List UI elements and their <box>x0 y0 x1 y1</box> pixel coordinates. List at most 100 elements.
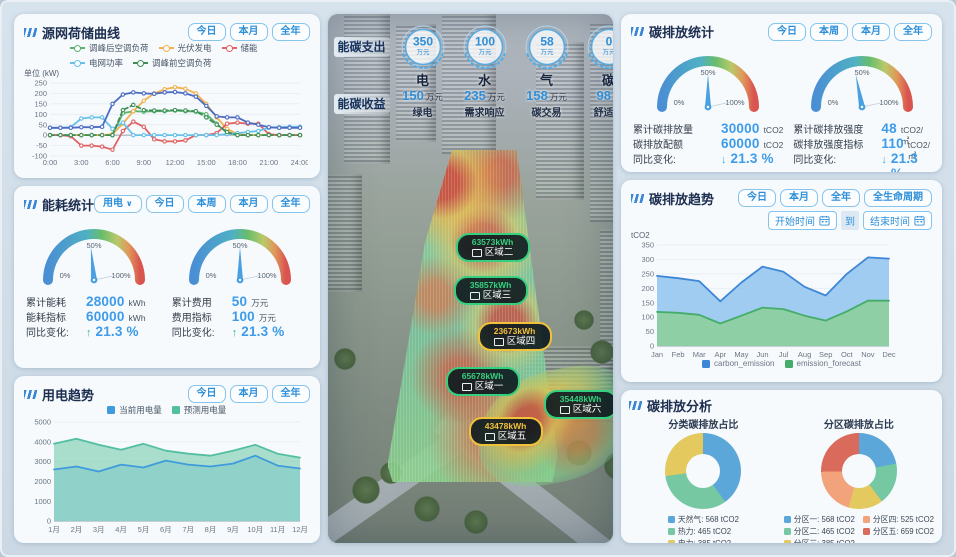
end-date-input[interactable]: 结束时间 <box>863 210 932 230</box>
carbon-trend-time-button-4[interactable]: 全生命周期 <box>864 189 932 207</box>
panel-title-text: 碳排放统计 <box>649 25 715 40</box>
svg-text:Aug: Aug <box>798 350 811 359</box>
carbon-trend-time-button-2[interactable]: 本月 <box>780 189 818 207</box>
region-icon <box>469 291 480 300</box>
start-date-input[interactable]: 开始时间 <box>768 210 837 230</box>
panel-title-icon <box>24 27 37 37</box>
carbon-stats-time-button-3[interactable]: 本月 <box>852 22 890 41</box>
curve-time-button-1[interactable]: 今日 <box>187 23 226 41</box>
curve-time-button-2[interactable]: 本月 <box>229 23 268 41</box>
income-value: 158 万元 <box>526 88 567 103</box>
legend-item[interactable]: 分区三: 385 tCO2 <box>783 538 855 543</box>
expense-category-row: 电水气碳 <box>334 70 613 88</box>
trend-time-button-1[interactable]: 今日 <box>187 385 226 403</box>
category-donut-legend: 天然气: 568 tCO2 热力: 465 tCO2 电力: 385 tCO2 <box>667 514 739 543</box>
energy-time-button-2[interactable]: 本周 <box>187 195 226 213</box>
date-range-filter: 开始时间 到结束时间 <box>631 210 932 230</box>
electricity-trend-chart: 0 1000 2000 3000 4000 5000 1月 2月 3月 4月 5月 6月 7月 8月 9月 1… <box>34 418 308 534</box>
gauge-stats: 累计碳排放量 30000 tCO2 碳排放配额 60000 tCO2 同比变化: ↓ 21.3 … <box>631 121 785 166</box>
energy-type-dropdown[interactable]: 用电 ∨ <box>94 195 142 213</box>
curve-legend: 调峰后空调负荷 光伏发电 储能电网功率 调峰前空调负荷 <box>24 42 310 69</box>
carbon-stats-time-button-4[interactable]: 全年 <box>894 22 932 41</box>
legend-item[interactable]: 调峰前空调负荷 <box>133 57 212 69</box>
carbon-trend-filter-buttons: 今日 本月 全年 全生命周期 <box>738 189 932 207</box>
energy-time-button-4[interactable]: 全年 <box>271 195 310 213</box>
svg-text:3000: 3000 <box>34 457 51 466</box>
trend-time-button-3[interactable]: 全年 <box>271 385 310 403</box>
legend-label: 分区五: 659 tCO2 <box>872 527 934 536</box>
region-name: 区域五 <box>474 431 538 442</box>
legend-item[interactable]: emission_forecast <box>784 359 861 368</box>
carbon-stats-time-button-2[interactable]: 本周 <box>810 22 848 41</box>
stat-row: 累计碳排放强度 48 tCO2/㎡ <box>793 121 930 146</box>
income-sublabel: 碳交易 <box>531 108 562 119</box>
svg-text:6月: 6月 <box>160 525 172 534</box>
energy-time-button-3[interactable]: 本月 <box>229 195 268 213</box>
carbon-trend-time-button-1[interactable]: 今日 <box>738 189 776 207</box>
carbon-stats-time-button-1[interactable]: 今日 <box>768 22 806 41</box>
region-marker-区域三[interactable]: 35857kWh 区域三 <box>453 276 528 305</box>
right-column: 碳排放统计 今日 本周 本月 全年 50% 0% 100% 累计碳排放量 30000 tC… <box>621 14 942 543</box>
svg-text:50%: 50% <box>854 68 869 77</box>
legend-item[interactable]: 分区一: 568 tCO2 <box>783 514 855 525</box>
panel-title-icon <box>24 389 37 399</box>
legend-marker-icon <box>221 44 237 52</box>
region-marker-区域四[interactable]: 23673kWh 区域四 <box>477 322 552 351</box>
region-marker-区域二[interactable]: 63573kWh 区域二 <box>455 233 530 262</box>
legend-item[interactable]: 天然气: 568 tCO2 <box>667 514 739 525</box>
legend-item[interactable]: 分区四: 525 tCO2 <box>862 514 934 525</box>
legend-item[interactable]: 电力: 385 tCO2 <box>667 538 739 543</box>
legend-item[interactable]: 调峰后空调负荷 <box>70 42 149 54</box>
energy-gauges: 50% 0% 100% 累计能耗 28000 kWh 能耗指标 60000 kWh 同比变化… <box>24 218 310 339</box>
svg-text:100: 100 <box>34 110 47 119</box>
expense-kpi-circle-1: 350 万元 <box>392 24 454 70</box>
svg-text:300: 300 <box>642 255 655 264</box>
legend-item[interactable]: 当前用电量 <box>107 404 162 416</box>
region-marker-区域六[interactable]: 35448kWh 区域六 <box>543 390 614 419</box>
legend-item[interactable]: 热力: 465 tCO2 <box>667 526 739 537</box>
expense-category-label: 气 <box>540 72 554 88</box>
trend-time-button-2[interactable]: 本月 <box>229 385 268 403</box>
calendar-icon <box>914 215 925 226</box>
svg-text:0: 0 <box>650 342 654 351</box>
svg-text:0%: 0% <box>205 271 216 280</box>
svg-text:0%: 0% <box>674 98 685 107</box>
panel-title-text: 碳排放趋势 <box>649 191 715 207</box>
curve-time-button-3[interactable]: 全年 <box>271 23 310 41</box>
legend-item[interactable]: 分区五: 659 tCO2 <box>862 526 934 537</box>
legend-label: 分区四: 525 tCO2 <box>872 515 934 524</box>
svg-text:15:00: 15:00 <box>197 158 216 167</box>
legend-item[interactable]: 分区二: 465 tCO2 <box>783 526 855 537</box>
svg-text:4000: 4000 <box>34 437 51 446</box>
legend-item[interactable]: 电网功率 <box>70 57 123 69</box>
legend-marker-icon <box>862 528 870 535</box>
energy-time-button-1[interactable]: 今日 <box>145 195 184 213</box>
income-label-text: 能碳收益 <box>333 93 390 114</box>
panel-title: 源网荷储曲线 <box>24 23 120 42</box>
legend-item[interactable]: 光伏发电 <box>158 42 212 54</box>
svg-text:50: 50 <box>39 120 47 129</box>
gauge-stats: 累计碳排放强度 48 tCO2/㎡ 碳排放强度指标 110 tCO2/㎡ 同比变化: ↓ 21.… <box>791 121 932 172</box>
panel-title-icon <box>629 401 643 410</box>
income-sublabel: 舒适度 <box>593 108 614 119</box>
legend-item[interactable]: 预测用电量 <box>171 404 226 416</box>
region-marker-区域五[interactable]: 43478kWh 区域五 <box>468 417 543 446</box>
expense-category-label: 水 <box>478 72 492 88</box>
legend-label: 热力: 465 tCO2 <box>677 527 732 536</box>
svg-text:0%: 0% <box>59 271 70 280</box>
carbon-trend-time-button-3[interactable]: 全年 <box>822 189 860 207</box>
region-energy-value: 65678kWh <box>461 371 504 381</box>
svg-text:200: 200 <box>642 284 655 293</box>
stat-label: 累计能耗 <box>26 298 66 309</box>
stat-label: 累计碳排放强度 <box>793 125 864 136</box>
legend-item[interactable]: carbon_emission <box>702 359 775 368</box>
income-value: 150 万元 <box>402 88 443 103</box>
region-name: 区域三 <box>459 290 523 301</box>
legend-item[interactable]: 储能 <box>221 42 258 54</box>
svg-text:50%: 50% <box>701 68 716 77</box>
income-unit: 万元 <box>487 92 505 102</box>
svg-text:2月: 2月 <box>71 525 83 534</box>
region-marker-区域一[interactable]: 65678kWh 区域一 <box>445 367 520 396</box>
stat-value: 60000 <box>721 136 760 151</box>
